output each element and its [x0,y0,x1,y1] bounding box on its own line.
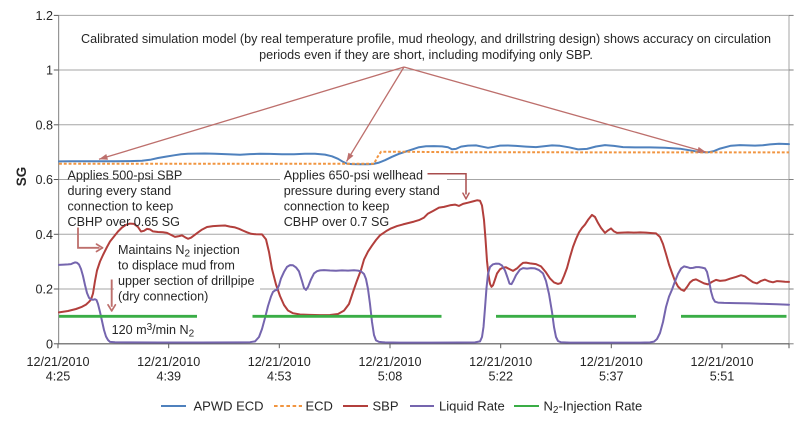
svg-text:12/21/2010: 12/21/2010 [690,355,753,369]
svg-text:CBHP over 0.65 SG: CBHP over 0.65 SG [68,215,180,229]
svg-text:12/21/2010: 12/21/2010 [248,355,311,369]
svg-text:12/21/2010: 12/21/2010 [358,355,421,369]
svg-text:0.6: 0.6 [35,173,53,187]
svg-text:SG: SG [14,167,29,187]
svg-text:CBHP over 0.7 SG: CBHP over 0.7 SG [284,215,389,229]
svg-text:4:25: 4:25 [46,370,71,384]
svg-text:upper section of drillpipe: upper section of drillpipe [118,274,255,288]
svg-text:Applies 500-psi SBP: Applies 500-psi SBP [68,169,183,183]
svg-text:5:51: 5:51 [710,370,735,384]
svg-text:Applies 650-psi wellhead: Applies 650-psi wellhead [284,169,423,183]
svg-text:12/21/2010: 12/21/2010 [580,355,643,369]
svg-text:pressure during every stand: pressure during every stand [284,184,440,198]
svg-text:0.2: 0.2 [35,283,53,297]
svg-text:120 m3/min N2: 120 m3/min N2 [112,322,195,340]
svg-text:0.8: 0.8 [35,118,53,132]
svg-text:4:39: 4:39 [156,370,181,384]
svg-text:4:53: 4:53 [267,370,292,384]
svg-text:5:22: 5:22 [488,370,513,384]
svg-text:Calibrated simulation model (b: Calibrated simulation model (by real tem… [81,32,771,46]
svg-text:12/21/2010: 12/21/2010 [137,355,200,369]
svg-text:12/21/2010: 12/21/2010 [469,355,532,369]
svg-text:connection to keep: connection to keep [68,200,174,214]
svg-text:1: 1 [46,64,53,78]
svg-text:1.2: 1.2 [35,9,53,23]
svg-text:0.4: 0.4 [35,228,53,242]
svg-text:connection to keep: connection to keep [284,200,390,214]
svg-text:Maintains N2 injection: Maintains N2 injection [118,243,240,259]
svg-text:periods even if they are short: periods even if they are short, includin… [259,48,593,62]
svg-text:N2-Injection Rate: N2-Injection Rate [544,399,643,417]
svg-text:SBP: SBP [373,399,399,414]
svg-text:ECD: ECD [306,399,333,414]
svg-text:(dry connection): (dry connection) [118,290,208,304]
svg-text:5:37: 5:37 [599,370,624,384]
svg-text:12/21/2010: 12/21/2010 [26,355,89,369]
svg-text:to displace mud from: to displace mud from [118,258,235,272]
svg-text:during every stand: during every stand [68,184,172,198]
svg-text:0: 0 [46,337,53,351]
svg-text:5:08: 5:08 [378,370,403,384]
svg-text:Liquid Rate: Liquid Rate [439,399,505,414]
svg-text:APWD ECD: APWD ECD [194,399,264,414]
